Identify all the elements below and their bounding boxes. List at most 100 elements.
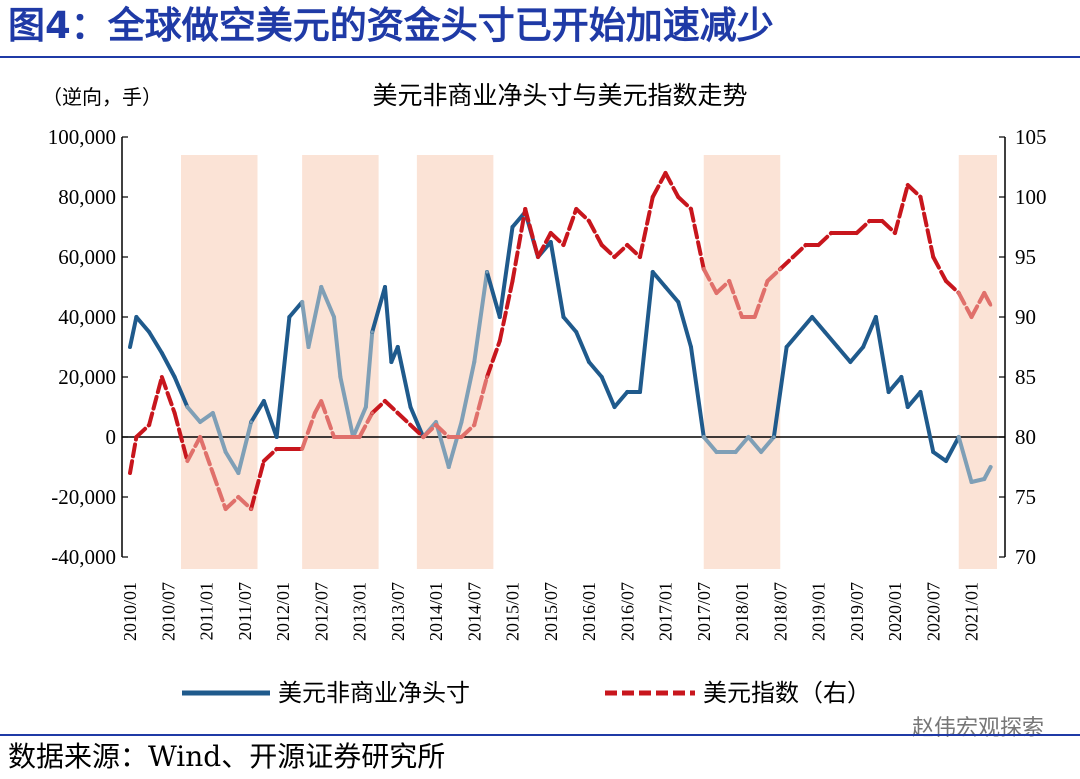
series-1-segment-33 bbox=[536, 231, 553, 259]
x-tick-label-14: 2017/01 bbox=[656, 582, 676, 641]
series-1-segment-28 bbox=[472, 375, 489, 427]
series-0-point-63 bbox=[899, 375, 903, 379]
series-1-point-65 bbox=[944, 279, 948, 283]
shaded-period-3 bbox=[703, 155, 781, 569]
left-axis-unit: （逆向，手） bbox=[42, 85, 162, 109]
series-1-point-23 bbox=[408, 423, 413, 427]
series-1-segment-2 bbox=[147, 375, 164, 427]
series-0-point-49 bbox=[714, 450, 719, 454]
series-0-point-31 bbox=[485, 270, 489, 274]
left-tick-label-6: 80,000 bbox=[58, 185, 116, 209]
series-0-segment-14 bbox=[300, 300, 311, 349]
series-1-point-4 bbox=[173, 411, 177, 415]
series-1-segment-65 bbox=[944, 279, 961, 295]
series-0-segment-39 bbox=[587, 360, 604, 379]
series-1-point-29 bbox=[485, 375, 489, 379]
x-tick-label-11: 2015/07 bbox=[541, 582, 561, 641]
series-0-segment-50 bbox=[733, 435, 751, 454]
legend-label-position: 美元非商业净头寸 bbox=[278, 679, 470, 707]
series-0-point-58 bbox=[836, 345, 840, 349]
series-0-segment-47 bbox=[689, 345, 706, 439]
series-0-point-20 bbox=[364, 405, 368, 409]
x-tick-label-9: 2014/07 bbox=[464, 582, 484, 641]
series-0-point-51 bbox=[746, 435, 750, 439]
series-1-point-36 bbox=[574, 207, 578, 211]
legend: 美元非商业净头寸 美元指数（右） bbox=[182, 679, 871, 707]
series-1-point-0 bbox=[128, 471, 132, 475]
series-0-point-6 bbox=[198, 420, 202, 424]
shaded-periods bbox=[181, 155, 997, 569]
series-1-segment-16 bbox=[319, 399, 336, 439]
series-1-point-44 bbox=[676, 195, 680, 199]
series-1-segment-25 bbox=[434, 423, 451, 439]
series-1-segment-61 bbox=[893, 183, 910, 235]
shaded-period-2 bbox=[416, 155, 494, 569]
series-0-point-55 bbox=[797, 330, 801, 334]
series-0-point-46 bbox=[676, 300, 680, 304]
series-1-point-47 bbox=[714, 291, 719, 295]
series-0-segment-32 bbox=[497, 225, 515, 319]
series-1-point-32 bbox=[523, 207, 527, 211]
series-1-point-38 bbox=[600, 243, 604, 247]
series-1-point-19 bbox=[357, 435, 362, 439]
series-0-point-23 bbox=[389, 360, 393, 364]
series-1-point-52 bbox=[778, 267, 782, 271]
series-1-point-56 bbox=[829, 231, 833, 235]
series-0-segment-12 bbox=[274, 315, 292, 439]
series-1-point-9 bbox=[236, 495, 240, 499]
series-lines bbox=[128, 171, 993, 511]
series-1-point-20 bbox=[370, 411, 374, 415]
series-1-segment-40 bbox=[625, 243, 642, 259]
series-0-point-60 bbox=[861, 345, 865, 349]
series-0-segment-54 bbox=[784, 330, 802, 349]
series-1-segment-52 bbox=[778, 255, 795, 271]
series-1-point-45 bbox=[689, 207, 693, 211]
series-1-segment-20 bbox=[370, 399, 387, 415]
series-0-point-30 bbox=[472, 360, 476, 364]
series-0-segment-52 bbox=[759, 435, 776, 454]
series-1-segment-41 bbox=[638, 195, 655, 259]
series-0-segment-40 bbox=[599, 375, 617, 409]
series-0-segment-30 bbox=[472, 270, 489, 364]
series-0-point-0 bbox=[128, 345, 132, 349]
x-tick-label-20: 2020/01 bbox=[885, 582, 905, 641]
left-tick-label-3: 20,000 bbox=[58, 365, 116, 389]
series-0-point-10 bbox=[249, 420, 253, 424]
series-1-point-46 bbox=[702, 267, 706, 271]
x-tick-label-4: 2012/01 bbox=[273, 582, 293, 641]
series-1-point-5 bbox=[185, 459, 189, 463]
series-1-segment-11 bbox=[261, 447, 279, 463]
series-1-point-49 bbox=[740, 315, 744, 319]
series-0-segment-20 bbox=[363, 330, 375, 409]
source-rule bbox=[0, 734, 1080, 736]
series-0-segment-58 bbox=[835, 345, 853, 364]
series-0-point-41 bbox=[612, 405, 617, 409]
watermark: 赵伟宏观探索 bbox=[911, 716, 1044, 741]
series-0-segment-41 bbox=[612, 390, 630, 409]
series-0-segment-24 bbox=[395, 345, 413, 409]
series-0-point-47 bbox=[689, 345, 693, 349]
series-1-segment-46 bbox=[701, 267, 719, 295]
series-1-point-17 bbox=[332, 435, 336, 439]
series-1-point-22 bbox=[396, 411, 400, 415]
series-1-point-15 bbox=[313, 411, 317, 415]
series-0-segment-45 bbox=[663, 285, 681, 304]
series-1-point-69 bbox=[989, 303, 993, 307]
series-0-point-54 bbox=[785, 345, 789, 349]
series-0-point-62 bbox=[887, 390, 891, 394]
right-tick-label-3: 85 bbox=[1015, 365, 1036, 389]
series-0-segment-65 bbox=[918, 390, 936, 454]
series-1-point-54 bbox=[804, 243, 808, 247]
series-1-segment-27 bbox=[459, 423, 477, 439]
x-tick-label-1: 2010/07 bbox=[158, 582, 178, 641]
series-1-point-25 bbox=[434, 423, 438, 427]
right-tick-label-6: 100 bbox=[1015, 185, 1047, 209]
series-0-segment-62 bbox=[886, 375, 904, 394]
series-0-point-4 bbox=[173, 375, 177, 379]
title-rule bbox=[0, 56, 1080, 58]
right-axis-ticks: 70 75 80 85 90 95 100 105 bbox=[999, 125, 1047, 569]
series-0-point-64 bbox=[906, 405, 910, 409]
series-0-point-9 bbox=[236, 471, 240, 475]
series-0-point-56 bbox=[810, 315, 814, 319]
series-1-segment-47 bbox=[714, 279, 732, 295]
